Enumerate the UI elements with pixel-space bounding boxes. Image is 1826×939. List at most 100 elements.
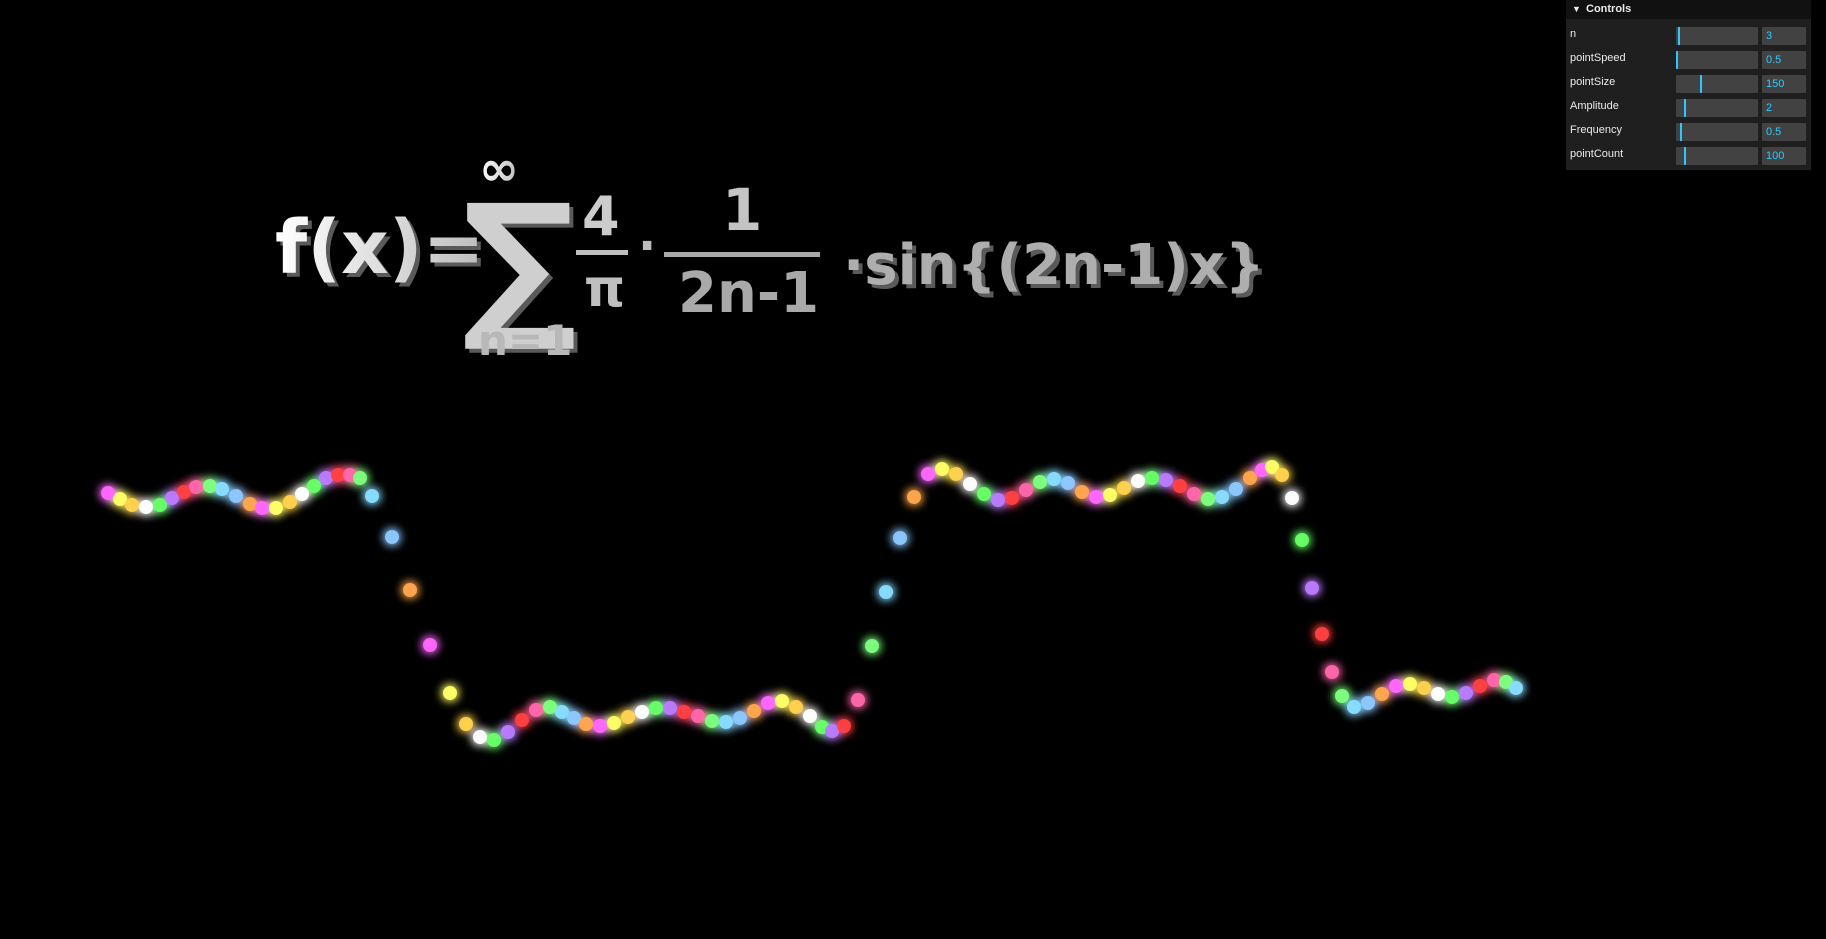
glow-point [879,585,893,599]
glow-point [733,711,747,725]
glow-point [423,638,437,652]
control-number-input[interactable]: 2 [1762,99,1806,117]
glow-point [1403,677,1417,691]
control-label: n [1570,28,1577,40]
glow-point [515,713,529,727]
slider-handle[interactable] [1684,147,1686,165]
glow-point [1229,482,1243,496]
control-row-pointcount: pointCount 100 [1566,143,1811,167]
glow-point [1145,471,1159,485]
slider-handle[interactable] [1680,123,1682,141]
glow-point [101,486,115,500]
glow-point [1033,475,1047,489]
glow-point [1375,687,1389,701]
control-number-input[interactable]: 100 [1762,147,1806,165]
glow-point [1335,689,1349,703]
glow-point [1347,700,1361,714]
control-slider[interactable] [1676,27,1758,45]
glow-point [1187,487,1201,501]
glow-point [165,491,179,505]
glow-point [1005,491,1019,505]
eq-frac1-den: π [584,259,625,319]
glow-point [189,480,203,494]
glow-point [215,482,229,496]
glow-point [1325,665,1339,679]
glow-point [403,583,417,597]
control-number-input[interactable]: 3 [1762,27,1806,45]
control-row-pointspeed: pointSpeed 0.5 [1566,47,1811,71]
glow-point [579,717,593,731]
glow-point [761,696,775,710]
glow-point [1431,687,1445,701]
eq-sum-shadow: ∑ [466,173,581,360]
glow-point [139,500,153,514]
glow-point [1019,483,1033,497]
glow-point [243,497,257,511]
glow-point [865,639,879,653]
glow-point [621,710,635,724]
glow-point [1389,679,1403,693]
eq-tail-shadow: ·sin{(2n-1)x} [847,237,1269,302]
slider-handle[interactable] [1700,75,1702,93]
eq-frac2-den: 2n-1 [678,261,819,326]
glow-point [803,709,817,723]
glow-point [1047,472,1061,486]
glow-point [893,531,907,545]
eq-upper-limit: ∞ [479,141,519,197]
glow-point [1201,492,1215,506]
controls-title-bar[interactable]: ▼ Controls [1566,0,1811,19]
glow-point [719,715,733,729]
glow-point [1117,481,1131,495]
slider-handle[interactable] [1677,27,1680,45]
glow-point [385,530,399,544]
slider-handle[interactable] [1676,51,1679,69]
glow-point [567,711,581,725]
glow-point [921,467,935,481]
control-number-input[interactable]: 150 [1762,75,1806,93]
point-wave [101,460,1523,747]
eq-lhs-shadow: f(x)= [279,209,489,295]
glow-point [991,493,1005,507]
glow-point [203,479,217,493]
eq-dot-1: · [638,218,656,274]
glow-point [907,490,921,504]
control-slider[interactable] [1676,99,1758,117]
glow-point [1509,681,1523,695]
control-slider[interactable] [1676,51,1758,69]
equation: f(x)= ∑ ·sin{(2n-1)x} f(x)= ∑ ∞ n=1 4 π … [275,141,1269,365]
glow-point [555,705,569,719]
glow-point [1215,490,1229,504]
control-slider[interactable] [1676,147,1758,165]
control-slider[interactable] [1676,75,1758,93]
glow-point [1295,533,1309,547]
glow-point [255,501,269,515]
glow-point [1243,471,1257,485]
glow-point [789,700,803,714]
glow-point [593,719,607,733]
glow-point [473,730,487,744]
eq-lower-limit: n=1 [478,316,572,365]
glow-point [365,489,379,503]
glow-point [1417,681,1431,695]
glow-point [319,471,333,485]
glow-point [283,495,297,509]
glow-point [501,725,515,739]
slider-handle[interactable] [1684,99,1686,117]
glow-point [1285,491,1299,505]
glow-point [331,468,345,482]
controls-list: n 3 pointSpeed 0.5 pointSize 150 Amplitude 2 Fre… [1566,19,1811,167]
glow-point [1075,485,1089,499]
glow-point [635,705,649,719]
glow-point [113,492,127,506]
glow-point [1473,679,1487,693]
control-row-pointsize: pointSize 150 [1566,71,1811,95]
control-slider[interactable] [1676,123,1758,141]
eq-sum-symbol: ∑ [462,169,577,356]
glow-point [1173,479,1187,493]
eq-frac1-bar [576,250,628,255]
control-number-input[interactable]: 0.5 [1762,123,1806,141]
chevron-down-icon: ▼ [1572,4,1581,14]
control-number-input[interactable]: 0.5 [1762,51,1806,69]
glow-point [529,703,543,717]
